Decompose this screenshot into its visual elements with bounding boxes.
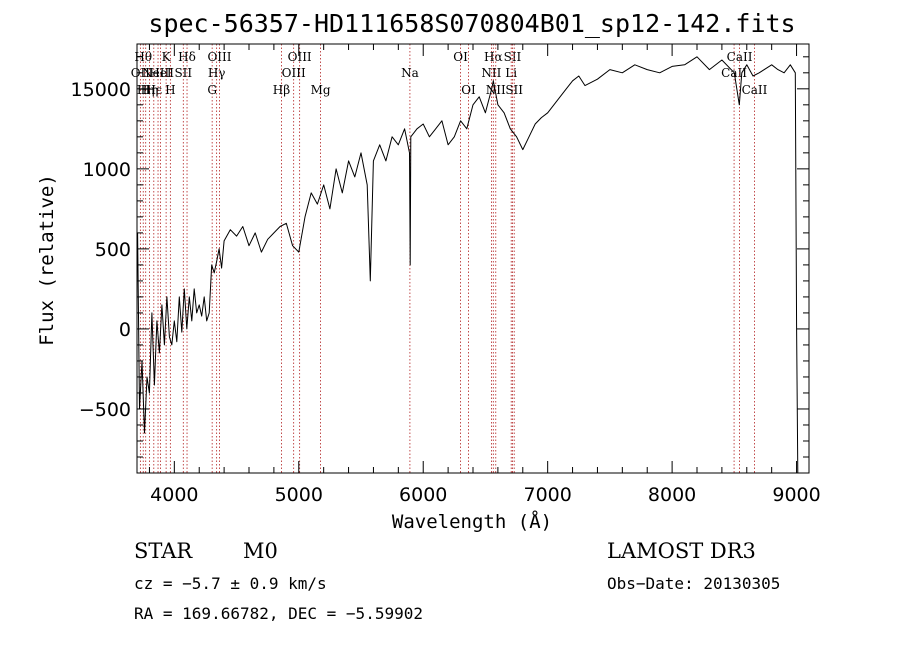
line-label: OI	[461, 83, 476, 97]
chart-title: spec-56357-HD111658S070804B01_sp12-142.f…	[148, 9, 795, 38]
line-label: Mg	[311, 83, 331, 97]
spectrum-line	[137, 56, 799, 474]
emission-line-markers: OIIHθHηHηHεNeIIIHeIKHSIIHδGHγOIIIHβOIIIO…	[131, 44, 768, 473]
line-label: OI	[453, 50, 468, 64]
survey-name: LAMOST DR3	[607, 539, 756, 563]
line-label: Hδ	[178, 50, 196, 64]
line-label: H	[165, 83, 175, 97]
line-label: SII	[174, 66, 192, 80]
axis-ticks: 4000 5000 6000 7000 8000 9000 −500 0 500 1000 1500…	[71, 44, 821, 506]
line-label: G	[207, 83, 217, 97]
obs-date-text: Obs−Date: 20130305	[607, 574, 780, 593]
redshift-text: cz = −5.7 ± 0.9 km/s	[134, 574, 327, 593]
line-label: Hγ	[208, 66, 226, 80]
x-tick-label: 6000	[399, 484, 447, 506]
x-axis-label: Wavelength (Å)	[392, 510, 552, 533]
line-label: SII	[504, 50, 522, 64]
plot-frame	[136, 43, 810, 474]
line-label: OIII	[282, 66, 306, 80]
y-tick-label: 1000	[83, 159, 131, 181]
line-label: Hβ	[273, 83, 290, 97]
line-label: OIII	[207, 50, 231, 64]
x-tick-label: 5000	[275, 484, 323, 506]
x-tick-label: 7000	[523, 484, 571, 506]
y-tick-label: 0	[119, 319, 131, 341]
y-tick-label: 500	[95, 239, 131, 261]
y-axis-label: Flux (relative)	[36, 174, 58, 346]
x-tick-label: 4000	[150, 484, 198, 506]
line-label: Hα	[484, 50, 503, 64]
line-label: Li	[505, 66, 517, 80]
spectrum-series	[137, 56, 799, 474]
line-label: CaII	[727, 50, 753, 64]
line-label: CaII	[742, 83, 768, 97]
object-subclass: M0	[243, 539, 278, 563]
line-label: SII	[505, 83, 523, 97]
x-tick-label: 9000	[772, 484, 820, 506]
line-label: HeI	[149, 66, 172, 80]
line-label: Hε	[145, 83, 162, 97]
line-label: OIII	[288, 50, 312, 64]
x-tick-label: 8000	[648, 484, 696, 506]
line-label: Na	[401, 66, 419, 80]
line-label: NII	[481, 66, 501, 80]
line-label: K	[162, 50, 172, 64]
coordinates-text: RA = 169.66782, DEC = −5.59902	[134, 604, 423, 623]
object-class: STAR	[134, 539, 193, 563]
y-tick-label: 15000	[71, 79, 131, 101]
line-label: Hθ	[134, 50, 152, 64]
line-label: Hη	[137, 83, 155, 97]
y-tick-label: −500	[79, 399, 131, 421]
